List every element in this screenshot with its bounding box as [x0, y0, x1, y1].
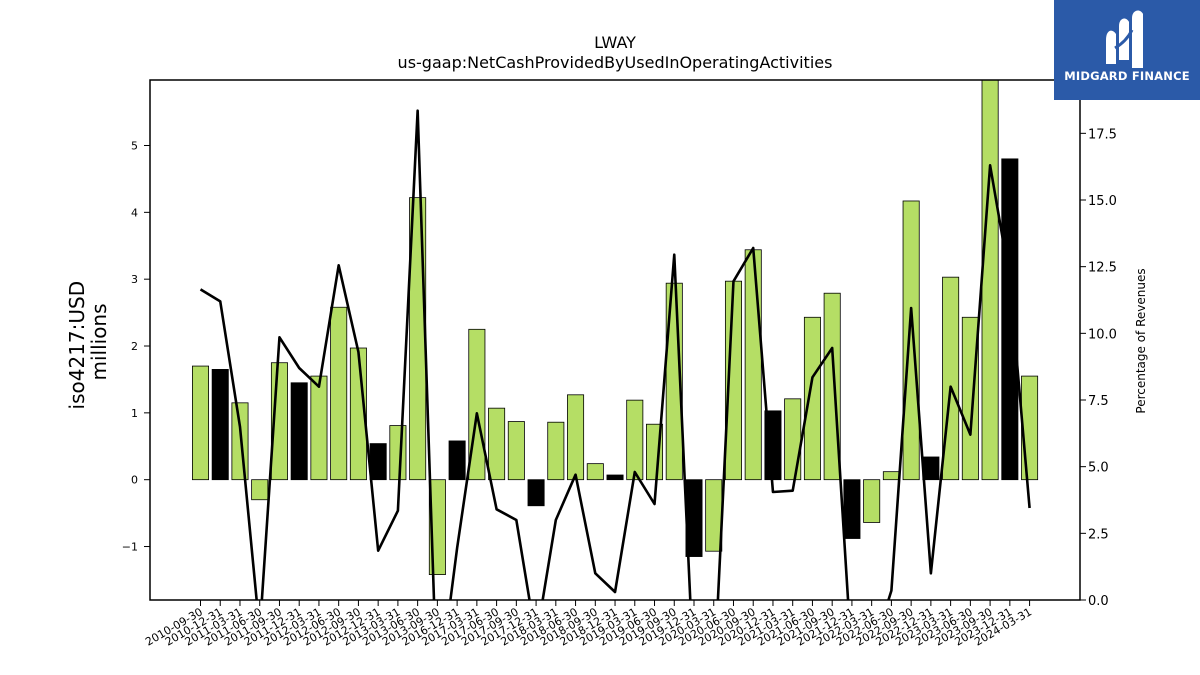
chart-subtitle: us-gaap:NetCashProvidedByUsedInOperating… — [398, 53, 833, 72]
chart-title: LWAY — [594, 33, 636, 52]
bar-2022-09-30 — [902, 200, 920, 481]
y2-axis-ticks: 0.0 2.5 5.0 7.5 10.0 12.5 15.0 17.5 — [1080, 127, 1117, 609]
bar-2023-09-30 — [981, 79, 999, 481]
bar-2021-06-30 — [803, 316, 821, 481]
bar-2010-09-30 — [191, 365, 209, 481]
y-axis-ticks: −1 0 1 2 3 4 5 — [122, 140, 150, 554]
midgard-logo-icon — [1106, 10, 1143, 68]
bar-2021-12-31 — [843, 479, 861, 539]
y-tick-label: 5 — [131, 140, 138, 153]
y-axis-label-line-1: iso4217:USD — [65, 281, 89, 410]
bar-2021-03-31 — [784, 398, 802, 481]
bar-2022-03-31 — [863, 479, 881, 523]
bar-2016-12-31 — [448, 440, 466, 481]
bar-2020-03-31 — [705, 479, 723, 552]
bar-2020-09-30 — [744, 249, 762, 481]
y-tick-label: 4 — [131, 206, 138, 219]
bar-2018-12-31 — [606, 474, 624, 481]
y-tick-label: 1 — [131, 407, 138, 420]
bar-2017-06-30 — [488, 407, 506, 481]
y-tick-label: 0 — [131, 474, 138, 487]
y-tick-label: 2 — [131, 340, 138, 353]
bar-2023-12-31 — [1001, 158, 1019, 481]
bar-2011-06-30 — [251, 479, 269, 501]
plot-frame — [149, 79, 1081, 601]
y-tick-label: −1 — [122, 541, 138, 554]
y-axis-label: iso4217:USD millions — [65, 275, 111, 410]
bar-2018-03-31 — [547, 421, 565, 481]
y-axis-label-line-2: millions — [87, 303, 111, 380]
bar-2011-12-31 — [290, 382, 308, 481]
bar-2012-12-31 — [369, 443, 387, 481]
y2-tick-label: 17.5 — [1088, 127, 1117, 142]
bar-2013-03-31 — [389, 425, 407, 481]
bar-2017-09-30 — [507, 421, 525, 481]
bar-2023-06-30 — [961, 316, 979, 481]
percentage-line — [199, 109, 1031, 600]
y2-tick-label: 15.0 — [1088, 194, 1117, 209]
y2-tick-label: 0.0 — [1088, 594, 1109, 609]
y2-tick-label: 5.0 — [1088, 461, 1109, 476]
bar-2022-12-31 — [922, 456, 940, 481]
bar-2018-06-30 — [567, 394, 585, 481]
bar-2017-12-31 — [527, 479, 545, 507]
y2-axis-label: Percentage of Revenues — [1134, 268, 1148, 413]
line-series — [199, 109, 1031, 600]
bar-2019-03-31 — [626, 399, 644, 481]
bar-2012-03-31 — [310, 375, 328, 481]
y2-tick-label: 7.5 — [1088, 394, 1109, 409]
midgard-logo: MIDGARD FINANCE — [1054, 0, 1200, 100]
y2-tick-label: 2.5 — [1088, 527, 1109, 542]
bar-2018-09-30 — [586, 463, 604, 481]
y2-tick-label: 10.0 — [1088, 327, 1117, 342]
bar-2011-03-31 — [231, 402, 249, 481]
bar-2012-06-30 — [330, 306, 348, 481]
bar-2021-09-30 — [823, 292, 841, 481]
bar-2010-12-31 — [211, 369, 229, 481]
logo-text: MIDGARD FINANCE — [1064, 69, 1190, 83]
bar-2022-06-30 — [882, 471, 900, 481]
x-axis-ticks: 2010-09-302010-12-312011-03-312011-06-30… — [143, 600, 1034, 649]
y-tick-label: 3 — [131, 273, 138, 286]
y2-tick-label: 12.5 — [1088, 261, 1117, 276]
